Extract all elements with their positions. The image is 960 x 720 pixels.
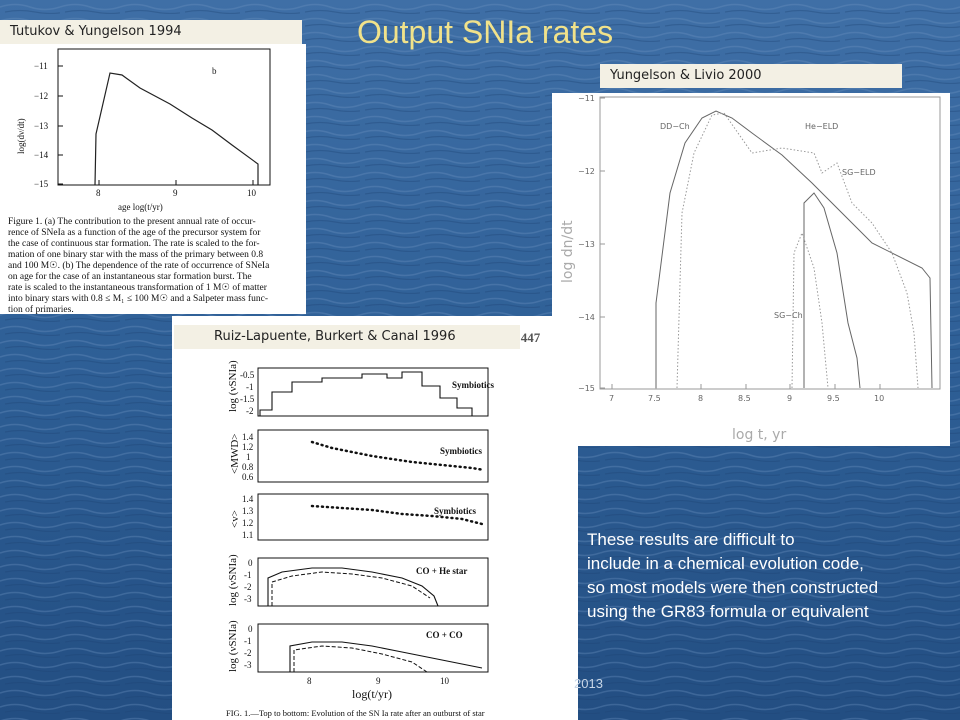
tutukov-ytick: −13: [34, 121, 49, 131]
tutukov-xlabel: age log(t/yr): [118, 202, 163, 212]
ruiz-label: Ruiz-Lapuente, Burkert & Canal 1996: [174, 325, 520, 349]
footer-year: 2013: [574, 676, 603, 691]
ruiz-series-label: CO + CO: [426, 630, 463, 640]
ruiz-ytick: -2: [244, 648, 252, 658]
ruiz-series-label: Symbiotics: [434, 506, 477, 516]
tutukov-caption-line: rence of SNeIa as a function of the age …: [8, 227, 261, 238]
tutukov-caption-line: and 100 M☉. (b) The dependence of the ra…: [8, 260, 270, 271]
tutukov-caption-line: mation of one binary star with the mass …: [8, 249, 263, 260]
yungelson-curve-label: SG−Ch: [774, 311, 803, 320]
yungelson-ytick: −14: [578, 313, 595, 322]
ruiz-series-label: Symbiotics: [452, 380, 495, 390]
yungelson-xtick: 10: [874, 394, 884, 403]
summary-text: These results are difficult to include i…: [587, 528, 957, 624]
yungelson-xtick: 7: [609, 394, 614, 403]
yungelson-xtick: 8.5: [738, 394, 751, 403]
ruiz-ytick: -1: [244, 570, 252, 580]
tutukov-ylabel: log(dν/dt): [16, 118, 26, 154]
ruiz-co-co-rate-dashed: [293, 645, 428, 673]
tutukov-caption-line: rate is scaled to the instantaneous tran…: [8, 282, 268, 293]
slide-title: Output SNIa rates: [356, 14, 614, 50]
ruiz-v-dots: [310, 504, 484, 526]
ruiz-ytick: 0.6: [242, 472, 254, 482]
yungelson-sg-eld-curve: [791, 231, 829, 389]
yungelson-xtick: 8: [698, 394, 703, 403]
yungelson-curve-label: He−ELD: [805, 122, 838, 131]
yungelson-dd-ch-curve: [655, 110, 933, 389]
summary-line: so most models were then constructed: [587, 578, 879, 597]
ruiz-ytick: -3: [244, 594, 252, 604]
ruiz-series-label: CO + He star: [416, 566, 467, 576]
ruiz-ylabel: <MWD>: [229, 433, 241, 474]
yungelson-sg-ch-curve: [803, 192, 861, 389]
tutukov-caption-line: the case of continuous star formation. T…: [8, 238, 260, 249]
ruiz-ylabel: log (νSNIa): [227, 554, 239, 606]
ruiz-ytick: -0.5: [240, 370, 255, 380]
ruiz-xtick: 10: [440, 676, 450, 686]
ruiz-co-he-rate: [267, 567, 439, 607]
ruiz-ylabel: log (νSNIa): [227, 620, 239, 672]
ruiz-ytick: -1: [246, 382, 254, 392]
ruiz-co-co-rate: [289, 641, 483, 672]
summary-line: using the GR83 formula or equivalent: [587, 602, 869, 621]
ruiz-xtick: 8: [307, 676, 312, 686]
yungelson-xtick: 9: [787, 394, 792, 403]
tutukov-caption-line: into binary stars with 0.8 ≤ M₁ ≤ 100 M☉…: [8, 293, 268, 304]
tutukov-xtick: 10: [247, 188, 257, 198]
summary-line: These results are difficult to: [587, 530, 795, 549]
ruiz-ytick: -2: [246, 406, 254, 416]
tutukov-caption-line: on age for the case of an instantaneous …: [8, 271, 252, 282]
ruiz-ytick: 1.2: [242, 518, 253, 528]
yungelson-ylabel: log dn/dt: [560, 220, 576, 283]
yungelson-curve-label: SG−ELD: [842, 168, 876, 177]
tutukov-ytick: −15: [34, 179, 49, 189]
yungelson-label: Yungelson & Livio 2000: [600, 64, 902, 88]
tutukov-ytick: −14: [34, 150, 49, 160]
yungelson-xlabel: log t, yr: [732, 427, 786, 443]
tutukov-figure: −11 −12 −13 −14 −15 8 9 10 age log(t/yr)…: [0, 44, 306, 314]
tutukov-label: Tutukov & Yungelson 1994: [0, 20, 302, 44]
ruiz-ytick: 0: [248, 558, 253, 568]
tutukov-xtick: 9: [173, 188, 178, 198]
yungelson-ytick: −11: [578, 94, 595, 103]
ruiz-ytick: 1.3: [242, 506, 254, 516]
ruiz-xtick: 9: [376, 676, 381, 686]
ruiz-ytick: 1.1: [242, 530, 253, 540]
yungelson-xtick: 9.5: [827, 394, 840, 403]
ruiz-symbiotics-rate: [259, 371, 473, 416]
yungelson-figure: −11 −12 −13 −14 −15 7 7.5 8 8.5 9 9.5 10…: [552, 93, 950, 446]
ruiz-ytick: 0.8: [242, 462, 254, 472]
ruiz-ytick: -1.5: [240, 394, 255, 404]
tutukov-ytick: −12: [34, 91, 48, 101]
tutukov-rate-curve: [94, 72, 259, 186]
ruiz-xlabel: log(t/yr): [352, 687, 392, 701]
ruiz-ytick: 1.4: [242, 494, 254, 504]
ruiz-caption: FIG. 1.—Top to bottom: Evolution of the …: [226, 708, 485, 718]
ruiz-ytick: -1: [244, 636, 252, 646]
summary-line: include in a chemical evolution code,: [587, 554, 864, 573]
yungelson-ytick: −15: [578, 384, 595, 393]
ruiz-ytick: -2: [244, 582, 252, 592]
ruiz-ylabel: <v>: [229, 510, 241, 528]
ruiz-ylabel: log (νSNIa): [227, 360, 239, 412]
ruiz-ytick: 1.2: [242, 442, 253, 452]
ruiz-ytick: 1.4: [242, 432, 254, 442]
yungelson-ytick: −13: [578, 240, 595, 249]
ruiz-co-he-rate-dashed: [271, 571, 431, 606]
ruiz-ytick: -3: [244, 660, 252, 670]
tutukov-panel-letter: b: [212, 66, 217, 76]
tutukov-xtick: 8: [96, 188, 101, 198]
ruiz-ytick: 1: [246, 452, 251, 462]
yungelson-ytick: −12: [578, 167, 595, 176]
yungelson-curve-label: DD−Ch: [660, 122, 690, 131]
ruiz-mwd-dots: [310, 440, 486, 472]
tutukov-ytick: −11: [34, 61, 48, 71]
tutukov-caption-line: tion of primaries.: [8, 304, 74, 314]
ruiz-figure: Vol. 447 log (νSNIa) -0.5 -1 -1.5 -2 Sym…: [172, 316, 578, 720]
ruiz-series-label: Symbiotics: [440, 446, 483, 456]
yungelson-xtick: 7.5: [648, 394, 661, 403]
tutukov-caption-line: Figure 1. (a) The contribution to the pr…: [8, 216, 256, 227]
ruiz-ytick: 0: [248, 624, 253, 634]
